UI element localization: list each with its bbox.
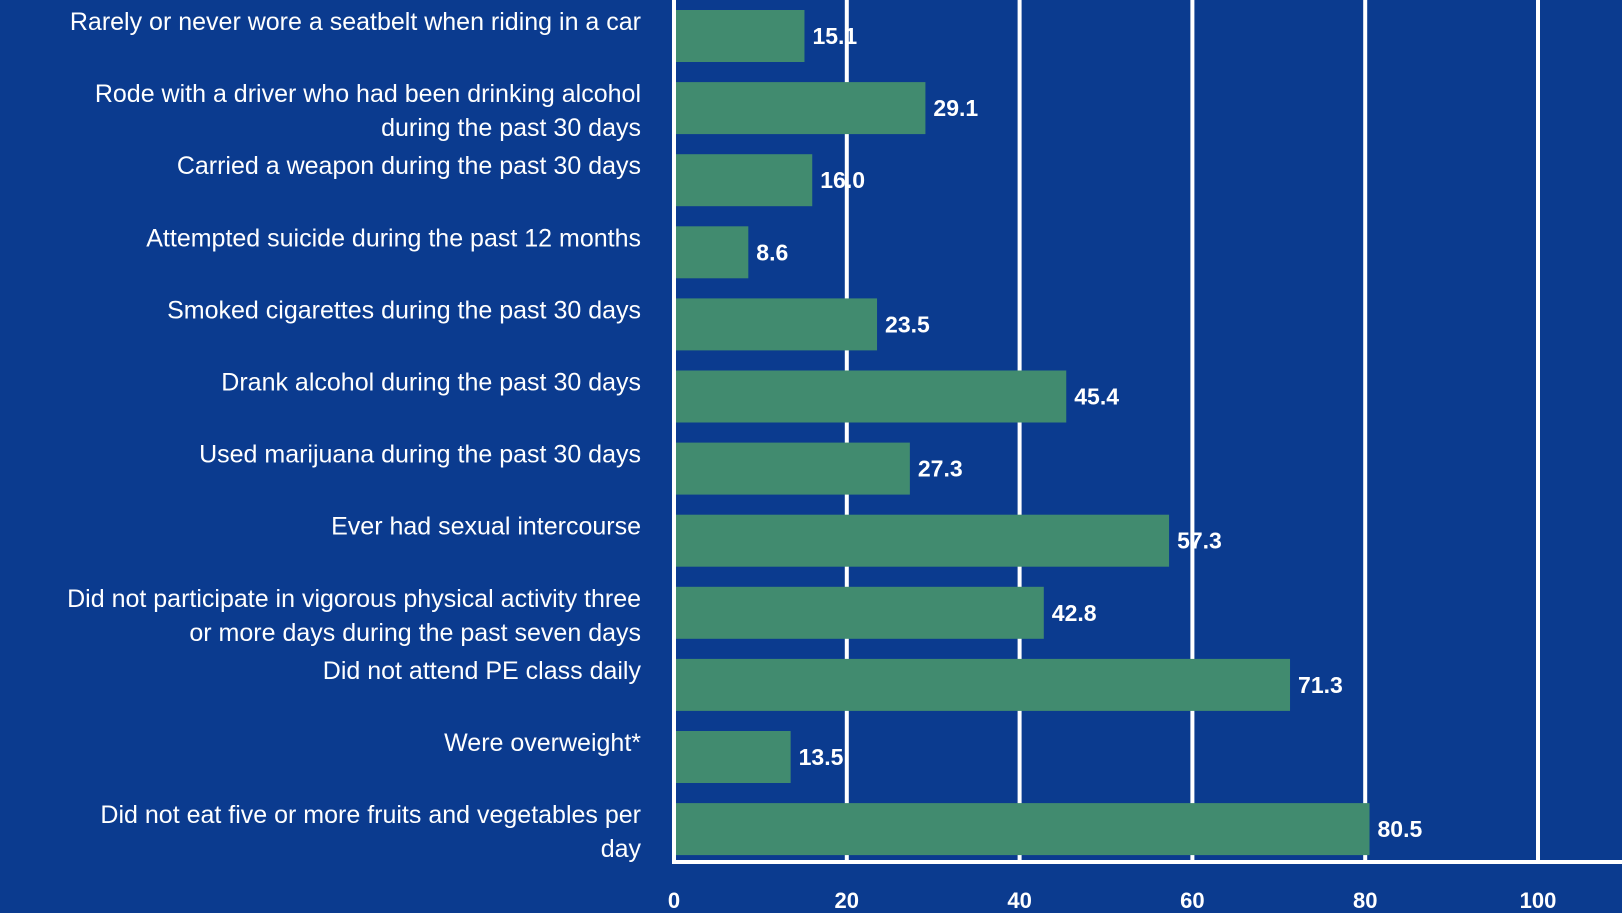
bar-11 <box>674 803 1370 856</box>
category-label-6: Used marijuana during the past 30 days <box>199 441 641 469</box>
category-label-3: Attempted suicide during the past 12 mon… <box>146 224 641 252</box>
category-label-1: Rode with a driver who had been drinking… <box>95 80 641 142</box>
bar-1 <box>674 82 926 135</box>
value-label-10: 13.5 <box>799 744 844 770</box>
value-label-1: 29.1 <box>933 95 978 121</box>
category-label-line: Rarely or never wore a seatbelt when rid… <box>70 8 641 36</box>
category-label-line: Attempted suicide during the past 12 mon… <box>146 224 641 252</box>
category-label-2: Carried a weapon during the past 30 days <box>177 152 641 180</box>
category-label-line: Used marijuana during the past 30 days <box>199 441 641 469</box>
x-tick-20: 20 <box>835 888 859 913</box>
category-label-0: Rarely or never wore a seatbelt when rid… <box>70 8 641 36</box>
category-label-line: Were overweight* <box>444 729 641 757</box>
value-label-6: 27.3 <box>918 456 963 482</box>
value-label-3: 8.6 <box>756 239 788 265</box>
value-label-7: 57.3 <box>1177 528 1222 554</box>
category-label-line: Drank alcohol during the past 30 days <box>221 369 641 397</box>
category-label-line: Smoked cigarettes during the past 30 day… <box>167 296 641 324</box>
category-label-line: or more days during the past seven days <box>189 619 641 647</box>
category-label-10: Were overweight* <box>444 729 641 757</box>
category-label-line: during the past 30 days <box>381 114 641 142</box>
bar-5 <box>674 370 1067 423</box>
x-tick-0: 0 <box>668 888 680 913</box>
category-label-line: Rode with a driver who had been drinking… <box>95 80 641 108</box>
x-tick-100: 100 <box>1520 888 1557 913</box>
value-label-4: 23.5 <box>885 311 930 337</box>
bar-10 <box>674 731 791 783</box>
bar-3 <box>674 226 749 279</box>
x-tick-60: 60 <box>1180 888 1204 913</box>
bar-9 <box>674 658 1291 711</box>
category-label-4: Smoked cigarettes during the past 30 day… <box>167 296 641 324</box>
category-label-line: Did not participate in vigorous physical… <box>67 585 641 613</box>
x-axis <box>672 0 1622 864</box>
category-label-11: Did not eat five or more fruits and vege… <box>100 801 641 863</box>
category-label-7: Ever had sexual intercourse <box>331 513 641 541</box>
value-label-9: 71.3 <box>1298 672 1343 698</box>
value-label-11: 80.5 <box>1378 816 1423 842</box>
category-label-line: day <box>601 835 642 863</box>
category-label-line: Ever had sexual intercourse <box>331 513 641 541</box>
x-tick-80: 80 <box>1353 888 1377 913</box>
bar-7 <box>674 514 1170 567</box>
bars <box>674 10 1370 856</box>
value-label-8: 42.8 <box>1052 600 1097 626</box>
category-label-line: Carried a weapon during the past 30 days <box>177 152 641 180</box>
bar-2 <box>674 154 813 207</box>
gridlines <box>844 0 1540 862</box>
value-label-2: 16.0 <box>820 167 865 193</box>
value-labels: 15.1 29.1 16.0 8.6 23.5 45.4 27.3 57.3 42.8 71.3 1… <box>756 23 1422 842</box>
category-label-5: Drank alcohol during the past 30 days <box>221 369 641 397</box>
x-tick-40: 40 <box>1007 888 1031 913</box>
category-label-8: Did not participate in vigorous physical… <box>67 585 641 647</box>
value-label-0: 15.1 <box>812 23 857 49</box>
bar-8 <box>674 586 1044 639</box>
category-label-line: Did not eat five or more fruits and vege… <box>100 801 641 829</box>
bar-4 <box>674 298 878 351</box>
bar-0 <box>674 10 805 62</box>
category-label-line: Did not attend PE class daily <box>323 657 642 685</box>
category-label-9: Did not attend PE class daily <box>323 657 642 685</box>
category-labels: Rarely or never wore a seatbelt when rid… <box>67 8 641 863</box>
value-label-5: 45.4 <box>1074 384 1119 410</box>
x-tick-labels: 0 20 40 60 80 100 <box>668 888 1556 913</box>
bar-6 <box>674 442 910 495</box>
